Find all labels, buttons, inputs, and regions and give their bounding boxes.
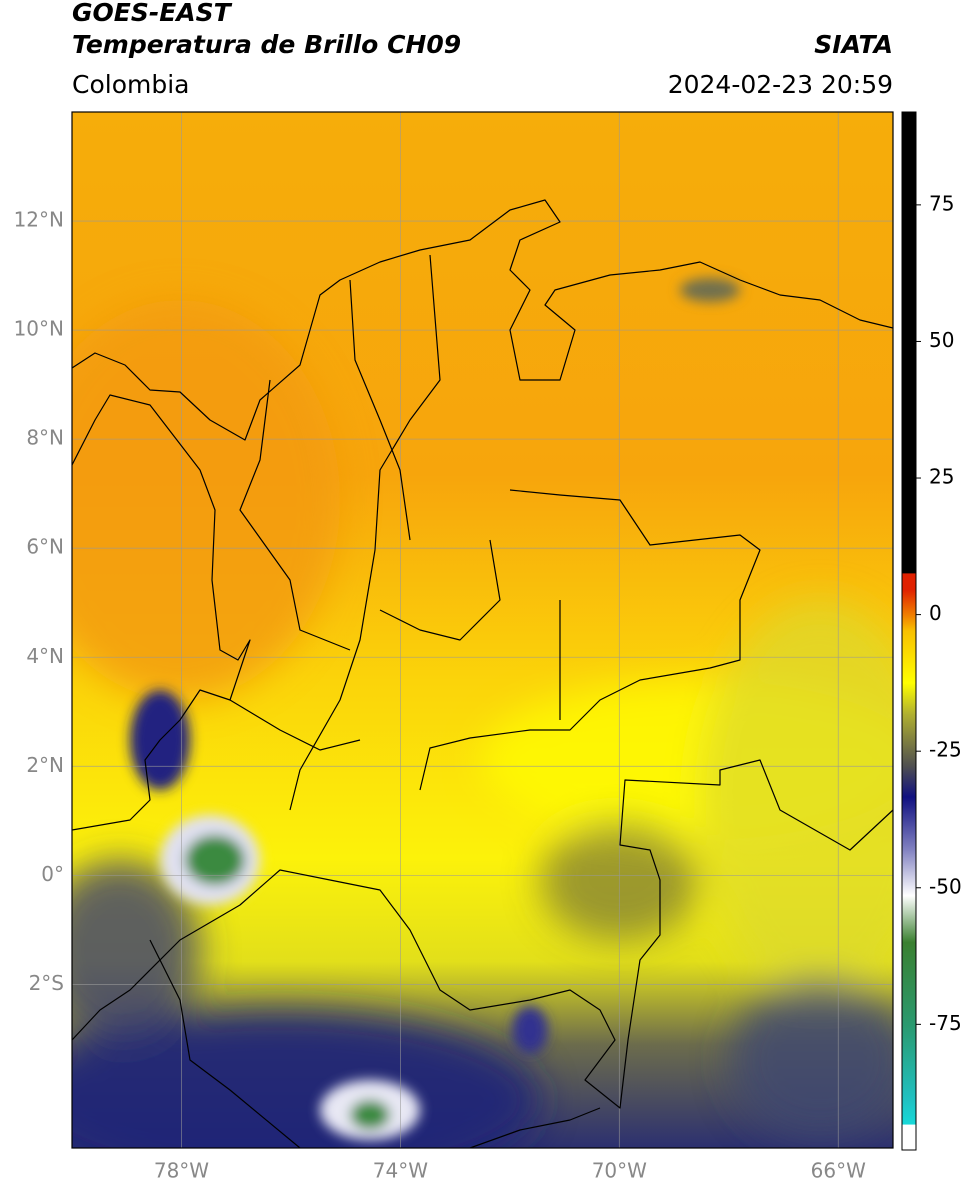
colorbar-tick-label: 25 (929, 465, 954, 489)
lat-tick-label: 2°S (29, 971, 64, 995)
lat-tick-label: 2°N (26, 753, 64, 777)
colorbar-tick-label: -75 (929, 1011, 962, 1035)
colorbar-tick-label: 75 (929, 191, 954, 215)
colorbar-tick-label: 50 (929, 328, 954, 352)
colorbar-tick-label: 0 (929, 601, 942, 625)
lat-tick-label: 4°N (26, 644, 64, 668)
datetime: 2024-02-23 20:59 (668, 70, 893, 99)
colorbar-tick-label: -50 (929, 874, 962, 898)
lat-tick-label: 10°N (14, 317, 64, 341)
lon-tick-label: 70°W (592, 1159, 647, 1183)
lat-tick-label: 6°N (26, 535, 64, 559)
title: GOES-EAST (72, 0, 233, 27)
borders (72, 199, 893, 1148)
colorbar-tick-label: -25 (929, 738, 962, 762)
lat-tick-label: 12°N (14, 208, 64, 232)
lon-tick-label: 78°W (154, 1159, 209, 1183)
lon-tick-label: 74°W (373, 1159, 428, 1183)
colorbar (901, 111, 917, 1151)
source: SIATA (814, 30, 893, 59)
region: Colombia (72, 70, 189, 99)
subtitle: Temperatura de Brillo CH09 (72, 30, 461, 59)
lat-tick-label: 0° (41, 862, 64, 886)
lat-tick-label: 8°N (26, 426, 64, 450)
satellite-image (72, 112, 893, 1148)
graticule (72, 112, 893, 1148)
lon-tick-label: 66°W (811, 1159, 866, 1183)
map-frame (71, 111, 894, 1149)
